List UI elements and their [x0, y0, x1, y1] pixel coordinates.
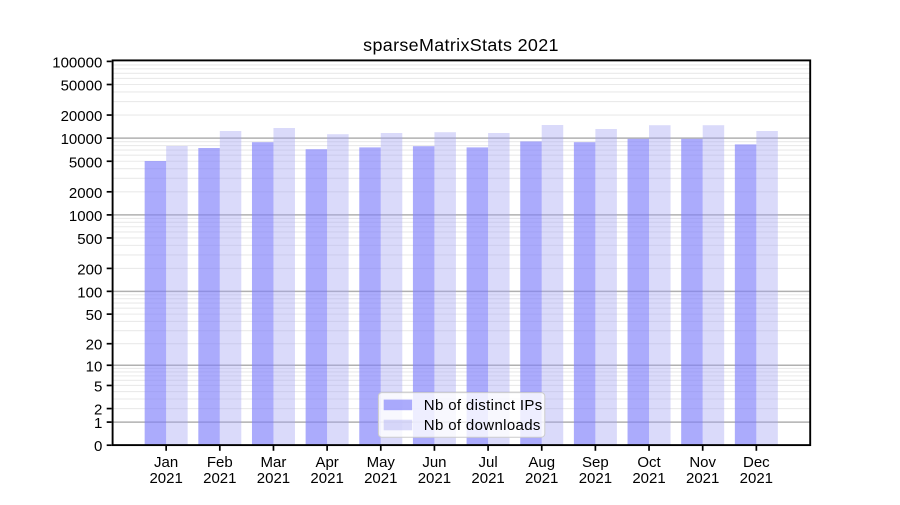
svg-text:10000: 10000	[61, 131, 103, 148]
svg-text:2021: 2021	[310, 470, 343, 487]
svg-text:2021: 2021	[418, 470, 451, 487]
svg-text:2021: 2021	[257, 470, 290, 487]
svg-text:2: 2	[94, 402, 102, 419]
svg-text:Dec: Dec	[743, 454, 770, 471]
svg-text:1: 1	[94, 415, 102, 432]
svg-text:200: 200	[77, 261, 102, 278]
svg-text:2021: 2021	[686, 470, 719, 487]
svg-text:sparseMatrixStats 2021: sparseMatrixStats 2021	[363, 35, 559, 55]
svg-text:Nov: Nov	[689, 454, 716, 471]
svg-text:50: 50	[86, 307, 103, 324]
svg-text:Sep: Sep	[582, 454, 609, 471]
svg-text:2021: 2021	[203, 470, 236, 487]
svg-text:Apr: Apr	[315, 454, 338, 471]
svg-text:50000: 50000	[61, 78, 103, 95]
svg-text:Feb: Feb	[207, 454, 233, 471]
svg-text:10: 10	[86, 358, 103, 375]
svg-text:Nb of distinct IPs: Nb of distinct IPs	[424, 397, 543, 414]
svg-text:Oct: Oct	[637, 454, 661, 471]
svg-text:2021: 2021	[579, 470, 612, 487]
svg-text:2021: 2021	[740, 470, 773, 487]
svg-text:500: 500	[77, 231, 102, 248]
svg-text:100000: 100000	[52, 54, 102, 71]
svg-text:2021: 2021	[364, 470, 397, 487]
svg-text:Aug: Aug	[528, 454, 555, 471]
svg-text:5: 5	[94, 378, 102, 395]
svg-text:20000: 20000	[61, 108, 103, 125]
svg-text:2021: 2021	[632, 470, 665, 487]
svg-text:Jun: Jun	[422, 454, 446, 471]
svg-text:Jul: Jul	[478, 454, 497, 471]
svg-text:2021: 2021	[149, 470, 182, 487]
svg-text:0: 0	[94, 438, 102, 455]
svg-text:1000: 1000	[69, 208, 102, 225]
svg-text:20: 20	[86, 337, 103, 354]
svg-text:2021: 2021	[471, 470, 504, 487]
svg-text:100: 100	[77, 284, 102, 301]
svg-text:Mar: Mar	[261, 454, 287, 471]
svg-text:2021: 2021	[525, 470, 558, 487]
svg-text:Jan: Jan	[154, 454, 178, 471]
svg-text:Nb of downloads: Nb of downloads	[424, 417, 541, 434]
svg-text:5000: 5000	[69, 154, 102, 171]
svg-text:2000: 2000	[69, 185, 102, 202]
svg-text:May: May	[367, 454, 396, 471]
